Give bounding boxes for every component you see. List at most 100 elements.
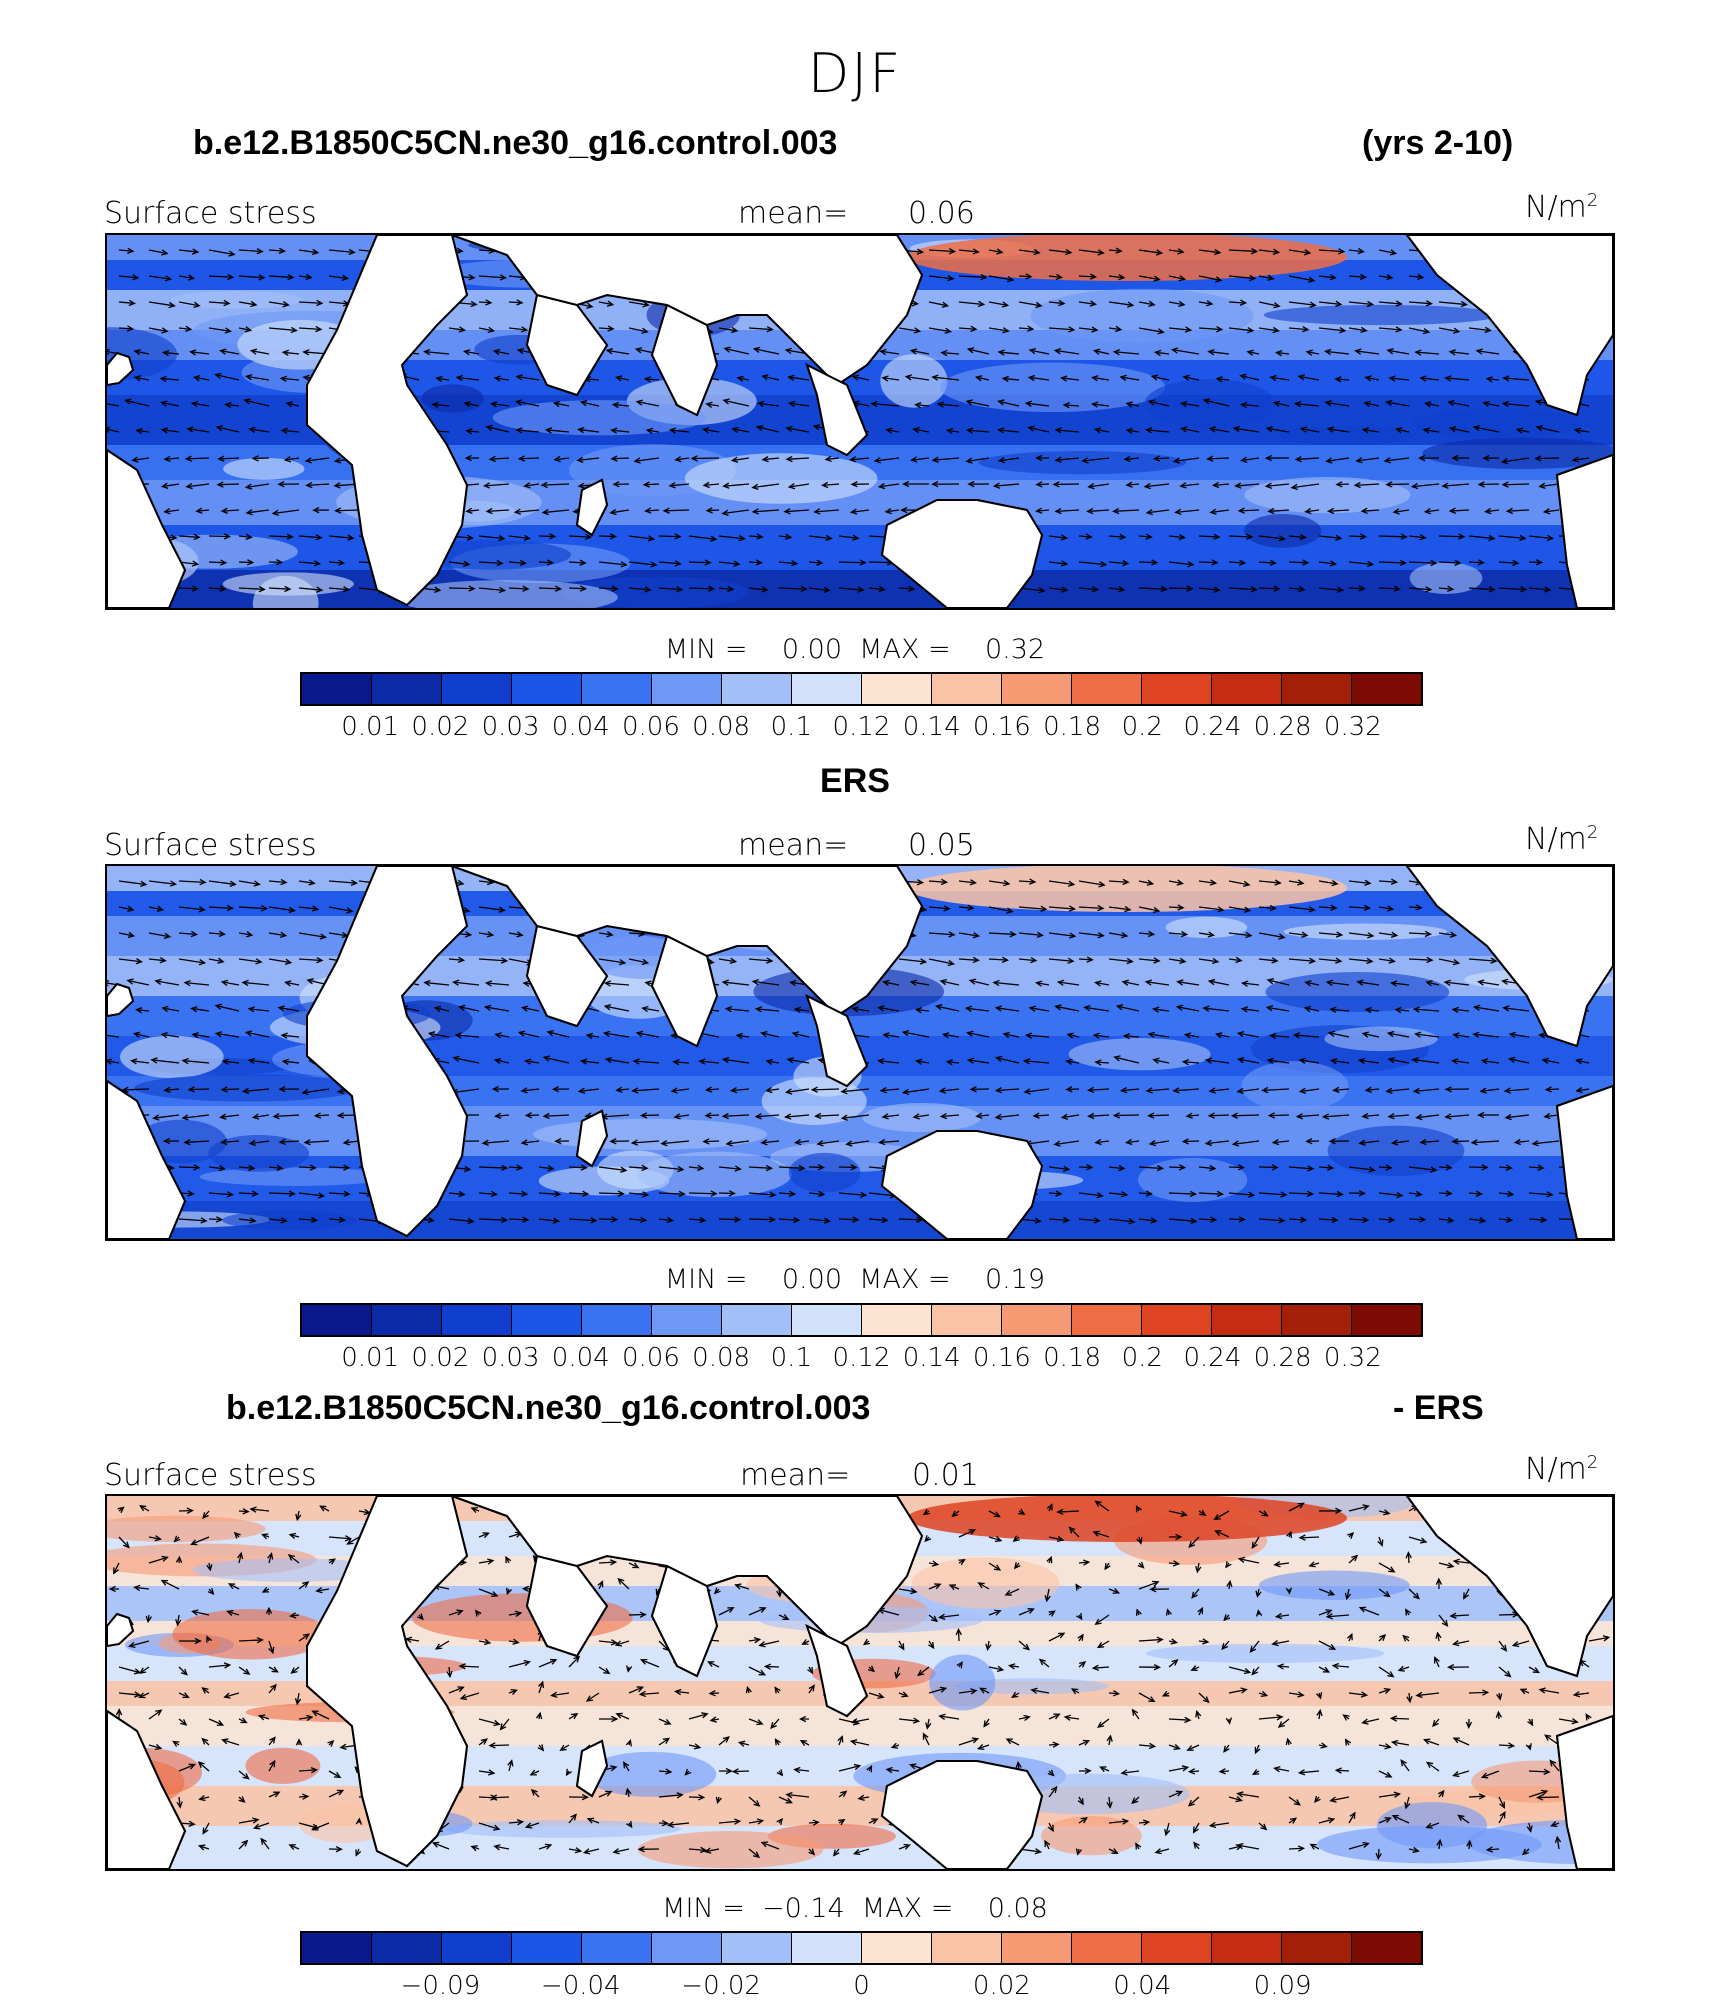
stress-contour (1041, 1816, 1142, 1856)
stress-vector (1543, 1112, 1560, 1120)
stress-vector (1357, 1057, 1380, 1065)
stress-vector (1181, 1138, 1200, 1145)
stress-vector (458, 1663, 480, 1670)
stress-vector (1048, 905, 1077, 912)
stress-vector (763, 1663, 780, 1670)
stress-vector (958, 956, 980, 964)
stress-vector (1423, 507, 1440, 515)
stress-vector (898, 1843, 911, 1850)
stress-vector (1325, 979, 1350, 986)
stress-vector (1054, 456, 1080, 463)
stress-vector (178, 1164, 201, 1171)
stress-vector (1228, 586, 1258, 593)
stress-vector (1048, 586, 1069, 593)
stress-vector (488, 455, 510, 463)
stress-vector (238, 1164, 256, 1172)
stress-vector (1408, 1216, 1427, 1223)
stress-vector (1078, 1660, 1087, 1668)
stress-contour (1165, 916, 1248, 939)
stress-vector (118, 905, 135, 913)
stress-vector (295, 1738, 303, 1746)
stress-vector (1165, 1608, 1172, 1616)
stress-vector (840, 1088, 870, 1095)
stress-vector (313, 1112, 330, 1119)
colorbar-tick-label: −0.09 (400, 1971, 481, 2001)
stress-vector (517, 1030, 540, 1038)
stress-vector (748, 1666, 767, 1676)
stress-vector (1204, 1057, 1230, 1064)
stress-contour (788, 1152, 861, 1193)
stress-vector (1378, 1164, 1393, 1171)
stress-vector (1438, 958, 1461, 966)
stress-vector (1228, 1191, 1256, 1198)
stress-vector (491, 1085, 510, 1093)
stress-vector (190, 1536, 210, 1546)
stress-vector (628, 1562, 640, 1569)
stress-vector (1228, 1666, 1252, 1675)
stress-vector (598, 1216, 619, 1223)
stress-vector (1408, 300, 1434, 307)
stress-vector (1496, 1692, 1503, 1701)
stress-vector (722, 482, 750, 489)
stress-vector (690, 455, 720, 462)
stress-vector (493, 1844, 510, 1851)
stress-vector (303, 1139, 330, 1146)
stress-vector (1147, 399, 1170, 407)
stress-vector (631, 1087, 660, 1094)
stress-vector (597, 1580, 604, 1590)
stress-vector (1112, 507, 1140, 515)
stress-vector (1425, 980, 1440, 987)
stress-vector (238, 274, 266, 281)
stress-vector (1208, 1821, 1230, 1829)
stress-vector (1115, 1004, 1140, 1012)
stress-vector (1411, 1057, 1440, 1064)
stress-vector (1468, 326, 1492, 334)
stress-vector (813, 508, 840, 515)
stress-vector (1193, 1841, 1200, 1850)
stress-vector (786, 1057, 810, 1064)
stress-vector (945, 1059, 960, 1066)
stress-vector (1048, 248, 1073, 256)
stress-vector (1318, 1164, 1335, 1171)
stress-vector (1228, 274, 1257, 282)
stress-vector (178, 930, 199, 938)
stress-vector (1274, 1612, 1290, 1620)
stress-vector (1451, 1058, 1470, 1065)
stress-vector (1276, 1663, 1290, 1670)
stress-vector (1504, 1113, 1530, 1121)
stress-vector (280, 1032, 300, 1039)
stress-vector (1288, 249, 1312, 256)
stress-vector (940, 349, 960, 357)
stress-vector (778, 1614, 790, 1620)
stress-vector (268, 247, 287, 254)
stress-vector (1438, 585, 1455, 592)
stress-vector (1013, 1562, 1021, 1570)
stress-vector (1258, 1690, 1269, 1697)
stress-vector (1255, 1609, 1263, 1617)
stress-vector (1195, 1710, 1202, 1720)
stress-vector (1288, 559, 1310, 566)
stress-vector (1386, 1030, 1410, 1038)
panel-3-variable: Surface stress (104, 1458, 317, 1493)
colorbar-box (1142, 1305, 1212, 1335)
stress-vector (1198, 1216, 1218, 1223)
stress-vector (688, 1190, 718, 1197)
stress-vector (688, 1164, 705, 1172)
stress-vector (808, 1190, 826, 1198)
stress-contour (1244, 513, 1322, 548)
stress-vector (922, 1508, 931, 1516)
stress-vector (1318, 1190, 1344, 1198)
stress-vector (736, 375, 750, 382)
stress-vector (912, 1113, 930, 1120)
stress-vector (1048, 299, 1066, 307)
stress-vector (1348, 533, 1368, 540)
stress-vector (760, 1841, 780, 1850)
stress-vector (1415, 1113, 1440, 1121)
stress-vector (598, 325, 615, 332)
stress-vector (1213, 1510, 1230, 1521)
stress-vector (1168, 585, 1194, 592)
stress-vector (628, 301, 650, 308)
stress-vector (219, 1113, 240, 1120)
stress-vector (609, 508, 630, 516)
stress-vector (1207, 348, 1230, 356)
